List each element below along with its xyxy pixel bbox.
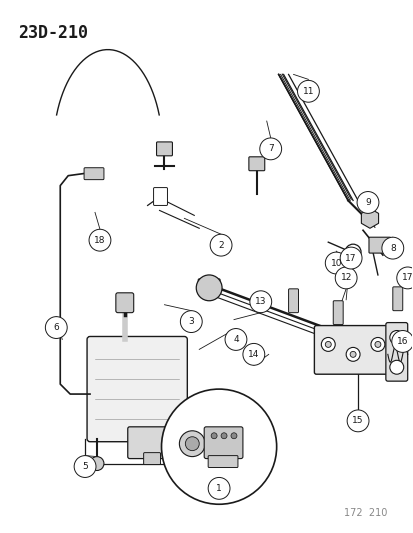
Circle shape — [179, 431, 205, 457]
Text: 5: 5 — [82, 462, 88, 471]
Circle shape — [259, 138, 281, 160]
FancyBboxPatch shape — [128, 427, 176, 458]
Circle shape — [45, 317, 67, 338]
Circle shape — [242, 343, 264, 365]
Text: 10: 10 — [330, 259, 341, 268]
Text: 23D-210: 23D-210 — [19, 24, 88, 42]
Circle shape — [347, 410, 368, 432]
Circle shape — [396, 267, 413, 289]
FancyBboxPatch shape — [332, 301, 342, 325]
Circle shape — [370, 337, 384, 351]
FancyBboxPatch shape — [204, 427, 242, 458]
Circle shape — [389, 330, 403, 344]
FancyBboxPatch shape — [313, 326, 392, 374]
Circle shape — [230, 433, 236, 439]
Circle shape — [374, 342, 380, 348]
Circle shape — [345, 348, 359, 361]
Circle shape — [325, 342, 330, 348]
Circle shape — [161, 389, 276, 504]
Text: 15: 15 — [351, 416, 363, 425]
Circle shape — [391, 330, 413, 352]
Circle shape — [249, 291, 271, 313]
Circle shape — [344, 244, 360, 260]
Circle shape — [210, 234, 231, 256]
Circle shape — [335, 267, 356, 289]
Circle shape — [381, 237, 403, 259]
FancyBboxPatch shape — [84, 168, 104, 180]
Text: 9: 9 — [364, 198, 370, 207]
Circle shape — [325, 252, 347, 274]
Circle shape — [221, 433, 226, 439]
Circle shape — [196, 275, 221, 301]
Text: 11: 11 — [302, 87, 313, 96]
Circle shape — [74, 456, 96, 478]
Circle shape — [389, 360, 403, 374]
Text: 6: 6 — [53, 323, 59, 332]
Text: 4: 4 — [233, 335, 238, 344]
Circle shape — [339, 247, 361, 269]
Circle shape — [297, 80, 318, 102]
Circle shape — [225, 328, 246, 350]
Circle shape — [208, 478, 230, 499]
Circle shape — [356, 191, 378, 213]
Text: 8: 8 — [389, 244, 395, 253]
Circle shape — [320, 337, 335, 351]
FancyBboxPatch shape — [198, 279, 220, 293]
Text: 1: 1 — [216, 484, 221, 493]
Circle shape — [185, 437, 199, 450]
Text: 17: 17 — [344, 254, 356, 263]
FancyBboxPatch shape — [116, 293, 133, 313]
Text: 13: 13 — [254, 297, 266, 306]
Circle shape — [89, 229, 111, 251]
Text: 14: 14 — [247, 350, 259, 359]
Text: 3: 3 — [188, 317, 194, 326]
FancyBboxPatch shape — [392, 287, 402, 311]
Text: 7: 7 — [267, 144, 273, 154]
FancyBboxPatch shape — [156, 142, 172, 156]
Circle shape — [349, 351, 355, 357]
Text: 12: 12 — [339, 273, 351, 282]
Text: 172  210: 172 210 — [344, 508, 387, 518]
Text: 16: 16 — [396, 337, 408, 346]
FancyBboxPatch shape — [153, 188, 167, 205]
FancyBboxPatch shape — [87, 336, 187, 442]
FancyBboxPatch shape — [248, 157, 264, 171]
Text: 18: 18 — [94, 236, 105, 245]
Text: 17: 17 — [401, 273, 413, 282]
FancyBboxPatch shape — [385, 322, 407, 381]
FancyBboxPatch shape — [208, 456, 237, 467]
Text: 2: 2 — [218, 241, 223, 249]
FancyBboxPatch shape — [368, 237, 390, 253]
Circle shape — [211, 433, 216, 439]
Circle shape — [180, 311, 202, 333]
FancyBboxPatch shape — [288, 289, 298, 313]
FancyBboxPatch shape — [143, 453, 160, 465]
Circle shape — [90, 457, 104, 471]
